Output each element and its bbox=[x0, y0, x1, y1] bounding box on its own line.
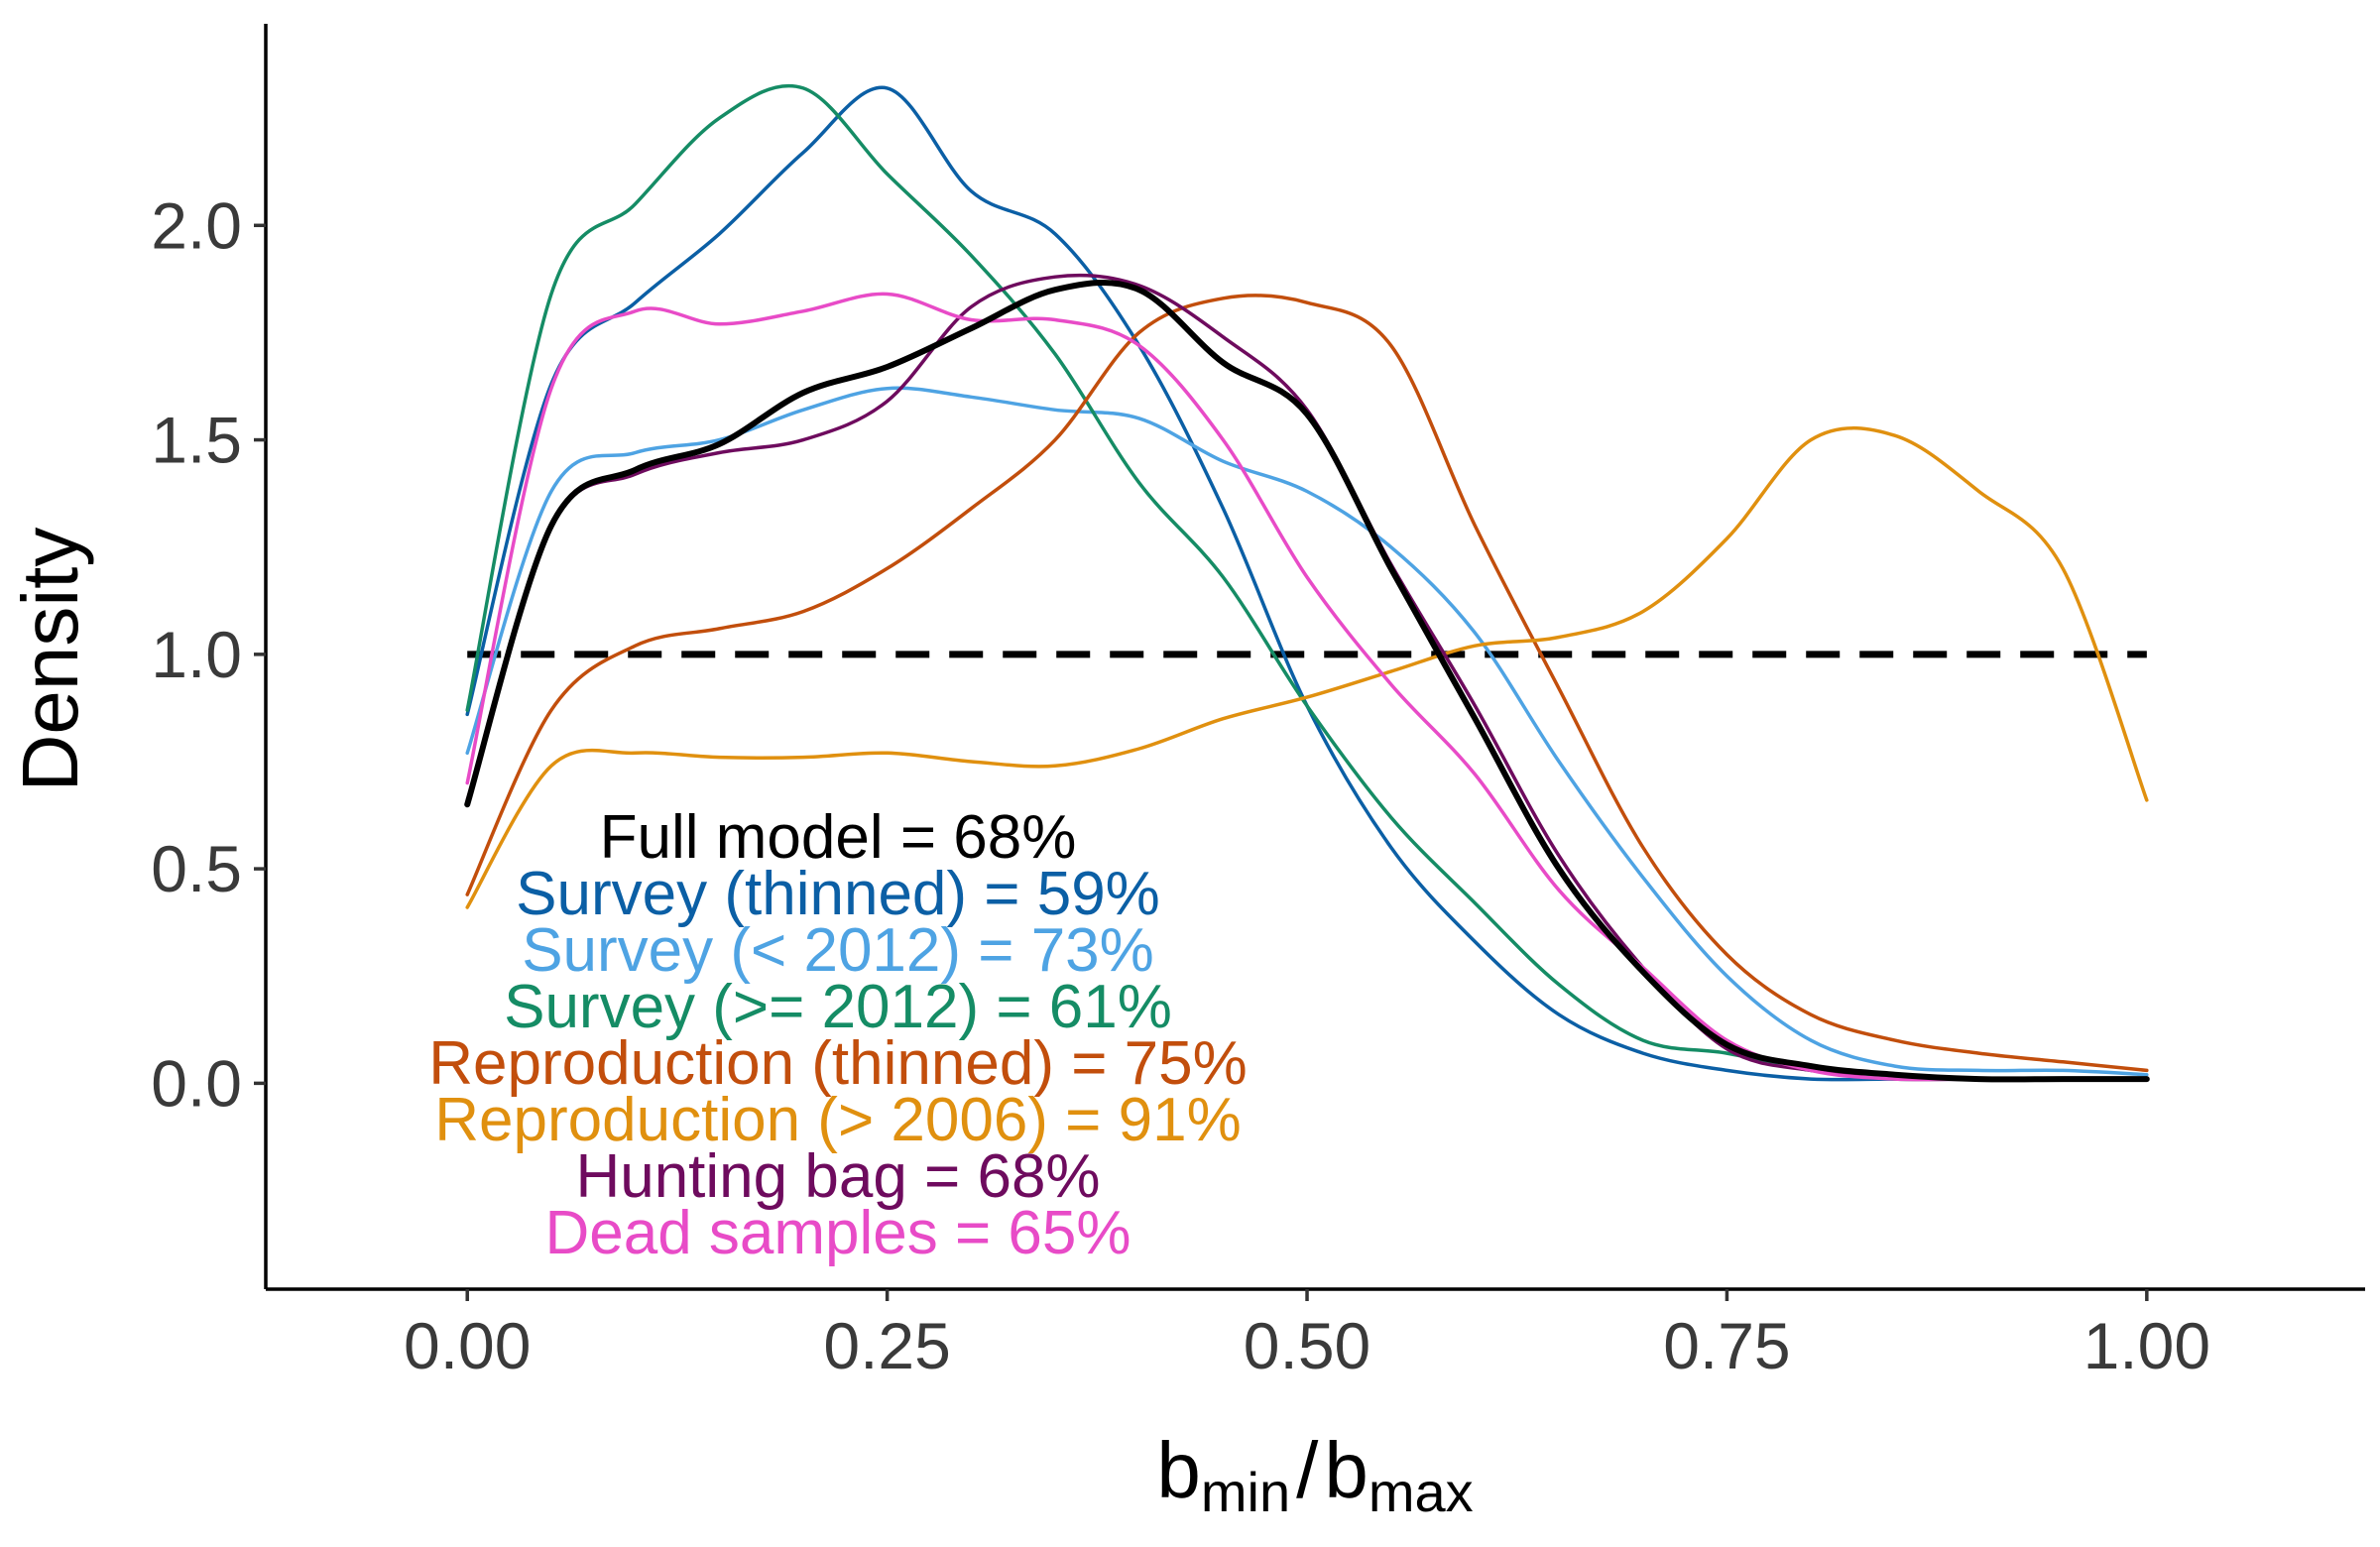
x-tick-label: 0.75 bbox=[1663, 1309, 1790, 1382]
annotation-label-5: Reproduction (thinned) = 75% bbox=[428, 1029, 1247, 1098]
annotation-label-4: Survey (>= 2012) = 61% bbox=[504, 973, 1172, 1041]
x-tick-label: 0.50 bbox=[1244, 1309, 1370, 1382]
annotation-label-6: Reproduction (> 2006) = 91% bbox=[434, 1086, 1241, 1154]
x-tick-label: 0.25 bbox=[823, 1309, 950, 1382]
y-tick-label: 2.0 bbox=[151, 188, 242, 262]
series-line-7 bbox=[465, 292, 2149, 1082]
series-layer bbox=[464, 83, 2150, 1083]
series-line-4 bbox=[465, 294, 2149, 1073]
y-tick-label: 0.0 bbox=[151, 1046, 242, 1120]
annotation-label-7: Hunting bag = 68% bbox=[575, 1142, 1100, 1211]
series-line-8 bbox=[464, 280, 2150, 1083]
series-line-1 bbox=[465, 85, 2149, 1082]
x-title-base-left: b bbox=[1156, 1426, 1201, 1514]
annotation-label-8: Dead samples = 65% bbox=[544, 1199, 1130, 1267]
annotation-label-3: Survey (< 2012) = 73% bbox=[522, 916, 1154, 985]
series-line-2 bbox=[465, 386, 2149, 1077]
axes-layer: 0.0 0.5 1.0 1.5 2.0 0.00 0.25 0.50 0.75 1.00 bbox=[151, 24, 2365, 1382]
y-tick-label: 1.5 bbox=[151, 404, 242, 477]
x-title-sub-right: max bbox=[1368, 1461, 1474, 1523]
x-title-base-right: b bbox=[1324, 1426, 1368, 1514]
x-tick-label: 0.00 bbox=[404, 1309, 531, 1382]
y-tick-label: 1.0 bbox=[151, 618, 242, 691]
annotation-label-2: Survey (thinned) = 59% bbox=[516, 860, 1160, 928]
x-title-sub-left: min bbox=[1201, 1461, 1290, 1523]
y-tick-label: 0.5 bbox=[151, 832, 242, 905]
x-axis-title: bmin/bmax bbox=[1156, 1426, 1473, 1523]
x-title-separator: / bbox=[1296, 1426, 1319, 1514]
y-axis-title: Density bbox=[6, 528, 94, 792]
series-line-5 bbox=[465, 425, 2149, 909]
annotation-layer: Full model = 68%Survey (thinned) = 59%Su… bbox=[428, 803, 1247, 1267]
x-tick-label: 1.00 bbox=[2083, 1309, 2210, 1382]
annotation-label-1: Full model = 68% bbox=[600, 803, 1077, 872]
